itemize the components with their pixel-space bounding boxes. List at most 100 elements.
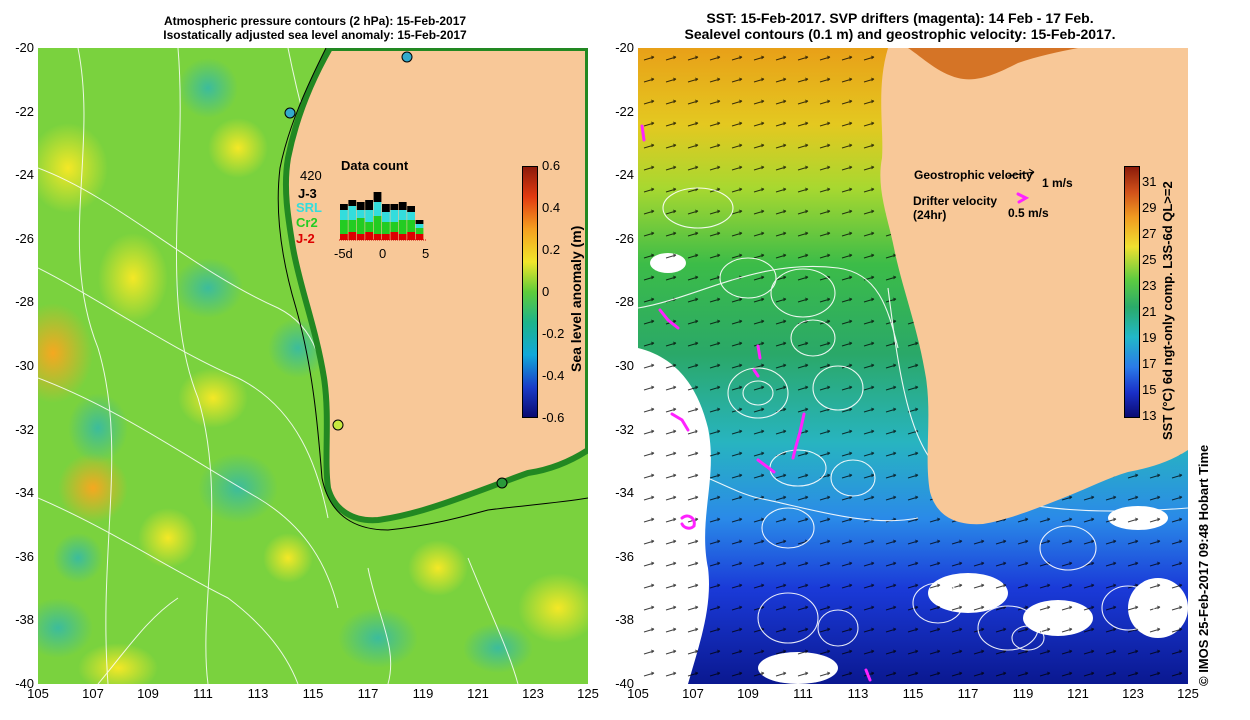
histogram-bar-segment [398, 220, 407, 234]
y-tick-label: -30 [615, 358, 634, 373]
histogram-bar-segment [365, 222, 373, 232]
y-tick-label: -22 [15, 103, 34, 119]
x-tick-label: 109 [137, 686, 159, 701]
y-tick-label: -28 [615, 294, 634, 310]
histogram-bar-segment [415, 234, 424, 240]
drifter-legend-label: Drifter velocity [913, 194, 998, 208]
histogram-bar-segment [356, 202, 365, 210]
sst-colorbar-label: SST (°C) 6d ngt-only comp. L3S-6d QL>=2 [1160, 181, 1175, 440]
drifter-legend-scale: 0.5 m/s [1008, 206, 1049, 220]
inset-xtick: 5 [422, 246, 430, 261]
colorbar-tick-label: 0 [542, 284, 550, 299]
nw-shelf-warm-water [908, 48, 1078, 80]
y-tick-label: -20 [15, 40, 34, 55]
colorbar-tick-label: 15 [1142, 382, 1157, 397]
x-tick-label: 121 [467, 686, 489, 701]
colorbar-tick-label: -0.2 [542, 326, 565, 341]
inset-xtick: -5d [334, 246, 353, 261]
y-tick-label: -22 [615, 103, 634, 119]
sla-anomaly-blobs [38, 58, 588, 684]
colorbar-tick-label: 31 [1142, 174, 1157, 189]
histogram-bar-segment [340, 220, 348, 234]
left-title-line2: Isostatically adjusted sea level anomaly… [163, 28, 467, 42]
histogram-bar-segment [373, 216, 382, 234]
tide-gauge-marker [496, 477, 508, 489]
histogram-bar-segment [390, 204, 399, 210]
histogram-bar-segment [390, 232, 399, 240]
colorbar-tick-label: 0.6 [542, 158, 561, 173]
histogram-bar-segment [373, 234, 382, 240]
y-tick-label: -26 [15, 230, 34, 246]
histogram-bar-segment [415, 228, 424, 234]
drifter-legend-sublabel: (24hr) [913, 208, 947, 222]
sst-map [638, 48, 1188, 684]
colorbar-tick-label: -0.4 [542, 368, 565, 383]
histogram-bar-segment [390, 210, 399, 222]
histogram-bar-segment [382, 222, 390, 234]
x-tick-label: 121 [1067, 686, 1089, 701]
y-tick-label: -32 [15, 421, 34, 437]
right-title-line2: Sealevel contours (0.1 m) and geostrophi… [684, 26, 1116, 42]
histogram-bar-segment [382, 234, 390, 240]
x-tick-label: 105 [27, 686, 49, 701]
colorbar-tick-label: 17 [1142, 356, 1157, 371]
histogram-bar-segment [348, 220, 357, 232]
histogram-bar-segment [373, 192, 382, 202]
histogram-bar-segment [382, 204, 390, 212]
histogram-bar-segment [398, 202, 407, 210]
inset-legend-srl: SRL [296, 200, 322, 215]
x-tick-label: 117 [957, 686, 979, 701]
colorbar-tick-label: 21 [1142, 304, 1157, 319]
sla-map [38, 48, 588, 684]
x-tick-label: 111 [193, 686, 213, 701]
histogram-bar-segment [340, 204, 348, 210]
australia-landmass [282, 48, 588, 524]
y-tick-label: -24 [15, 167, 34, 183]
x-tick-label: 113 [847, 686, 869, 701]
y-tick-label: -36 [15, 548, 34, 564]
histogram-bar-segment [340, 210, 348, 220]
inset-max-label: 420 [300, 168, 322, 183]
x-tick-label: 109 [737, 686, 759, 701]
colorbar-tick-label: 19 [1142, 330, 1157, 345]
inset-legend-j2: J-2 [296, 231, 315, 246]
y-tick-label: -38 [615, 612, 634, 628]
y-tick-label: -20 [615, 40, 634, 55]
svp-drifter-tracks [640, 124, 1030, 682]
histogram-bar-segment [407, 206, 415, 212]
y-tick-label: -32 [615, 421, 634, 437]
colorbar-tick-label: 25 [1142, 252, 1157, 267]
y-tick-label: -34 [15, 485, 34, 501]
tide-gauge-marker [332, 419, 344, 431]
y-tick-label: -36 [615, 548, 634, 564]
left-title-line1: Atmospheric pressure contours (2 hPa): 1… [163, 14, 467, 28]
x-tick-label: 105 [627, 686, 649, 701]
y-tick-label: -26 [615, 230, 634, 246]
y-tick-label: -24 [615, 167, 634, 183]
australia-landmass [880, 48, 1188, 525]
x-tick-label: 119 [1012, 686, 1034, 701]
histogram-bar-segment [398, 210, 407, 220]
y-tick-label: -30 [15, 358, 34, 373]
sst-colorbar [1124, 166, 1140, 418]
x-tick-label: 123 [522, 686, 544, 701]
inset-xtick: 0 [379, 246, 387, 261]
y-tick-label: -28 [15, 294, 34, 310]
histogram-bar-segment [415, 224, 424, 228]
histogram-bar-segment [390, 222, 399, 232]
histogram-bar-segment [348, 200, 357, 206]
inset-legend-j3: J-3 [298, 186, 317, 201]
sla-colorbar [522, 166, 538, 418]
y-tick-label: -40 [615, 676, 634, 691]
inset-title: Data count [341, 158, 409, 173]
histogram-bar-segment [356, 210, 365, 218]
x-tick-label: 117 [357, 686, 379, 701]
geostrophic-legend-label: Geostrophic velocity [914, 168, 1033, 182]
x-tick-label: 107 [682, 686, 704, 701]
inset-legend-cr2: Cr2 [296, 215, 318, 230]
tide-gauge-marker [284, 107, 296, 119]
colorbar-tick-label: 13 [1142, 408, 1157, 423]
colorbar-tick-label: 29 [1142, 200, 1157, 215]
shelf-contour [277, 48, 588, 531]
right-title-line1: SST: 15-Feb-2017. SVP drifters (magenta)… [706, 10, 1094, 26]
